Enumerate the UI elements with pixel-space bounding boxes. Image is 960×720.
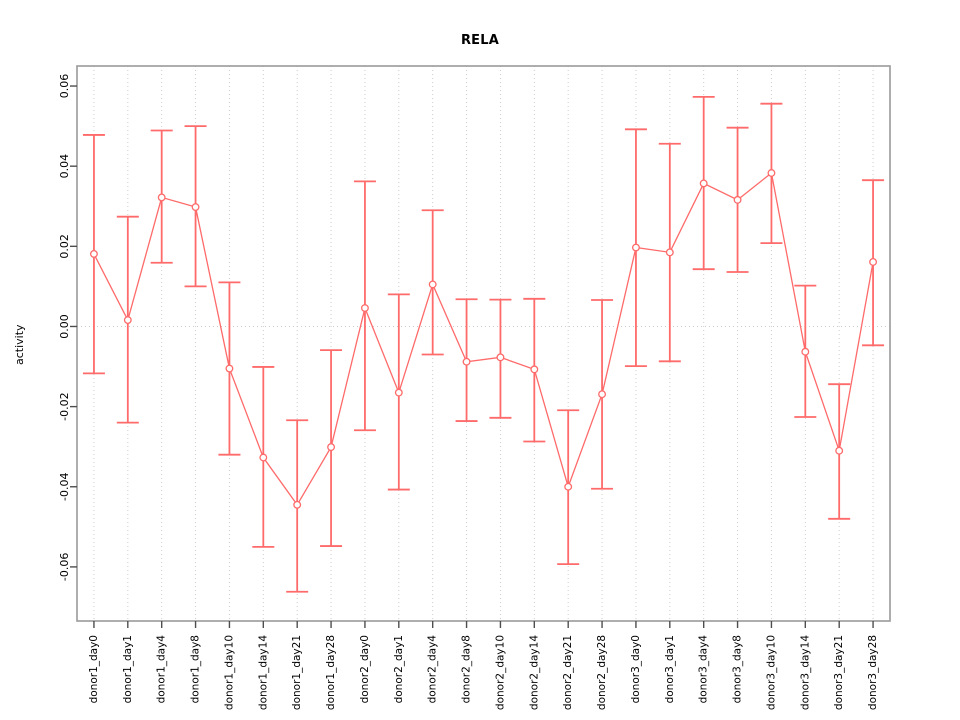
x-axis-tick-label: donor1_day1 — [122, 635, 134, 703]
data-point-marker[interactable] — [89, 249, 98, 258]
y-axis-tick-label: -0.02 — [58, 392, 71, 420]
y-axis-tick-label: 0.04 — [58, 154, 71, 179]
x-axis-tick-label: donor1_day28 — [325, 635, 337, 710]
x-axis-tick-label: donor2_day8 — [461, 635, 473, 703]
data-point-marker[interactable] — [767, 169, 776, 177]
x-axis-tick-label: donor2_day4 — [427, 635, 439, 704]
data-point-marker[interactable] — [462, 357, 471, 366]
data-point-marker[interactable] — [360, 304, 369, 312]
y-axis-tick-label: -0.04 — [58, 473, 71, 501]
y-axis-tick-label: -0.06 — [58, 553, 71, 581]
x-axis-tick-label: donor3_day14 — [799, 635, 811, 710]
data-point-marker[interactable] — [428, 280, 437, 289]
x-axis-tick-label: donor2_day14 — [528, 635, 540, 710]
x-axis-tick-label: donor3_day21 — [833, 635, 845, 710]
data-point-marker[interactable] — [123, 316, 132, 325]
x-axis-tick-label: donor2_day21 — [562, 635, 574, 710]
x-axis-tick-label: donor2_day10 — [494, 635, 506, 710]
y-axis-tick-label: 0.00 — [58, 314, 71, 339]
page-title: RELA — [460, 33, 500, 48]
data-point-marker[interactable] — [801, 347, 810, 356]
data-point-marker[interactable] — [665, 248, 674, 257]
x-axis-tick-label: donor1_day4 — [156, 635, 168, 704]
x-axis-tick-label: donor2_day0 — [359, 635, 371, 703]
series-line — [93, 171, 874, 506]
x-axis-tick-label: donor1_day14 — [257, 635, 269, 710]
data-point-marker[interactable] — [327, 443, 336, 452]
data-point-marker[interactable] — [733, 195, 742, 204]
data-point-marker[interactable] — [394, 388, 403, 397]
data-point-marker[interactable] — [496, 353, 505, 362]
x-axis-tick-label: donor1_day10 — [223, 635, 235, 710]
data-point-marker[interactable] — [293, 500, 302, 509]
x-axis-tick-label: donor1_day8 — [190, 635, 202, 703]
data-point-marker[interactable] — [869, 258, 878, 266]
x-axis-tick-label: donor1_day21 — [291, 635, 303, 710]
plot-box — [76, 65, 891, 622]
x-axis-tick-label: donor3_day0 — [630, 635, 642, 703]
x-axis-tick-label: donor3_day4 — [698, 635, 710, 704]
data-point-marker[interactable] — [191, 203, 200, 212]
data-point-marker[interactable] — [530, 365, 539, 374]
data-point-marker[interactable] — [631, 243, 640, 252]
x-axis-tick-label: donor3_day28 — [867, 635, 879, 710]
x-axis-tick-label: donor3_day10 — [765, 635, 777, 710]
data-point-marker[interactable] — [564, 482, 573, 491]
y-axis-tick-label: 0.06 — [58, 74, 71, 99]
x-axis-tick-label: donor3_day1 — [664, 635, 676, 703]
data-point-marker[interactable] — [699, 179, 708, 188]
data-point-marker[interactable] — [157, 193, 166, 202]
data-point-marker[interactable] — [259, 453, 268, 462]
x-axis-tick-label: donor3_day8 — [732, 635, 744, 703]
y-axis-tick-label: 0.02 — [58, 234, 71, 258]
x-axis-tick-label: donor2_day28 — [596, 635, 608, 710]
data-point-marker[interactable] — [225, 364, 234, 373]
data-point-marker[interactable] — [598, 390, 607, 399]
x-axis-tick-label: donor1_day0 — [88, 635, 100, 703]
x-axis-tick-label: donor2_day1 — [393, 635, 405, 703]
data-point-marker[interactable] — [835, 446, 844, 455]
